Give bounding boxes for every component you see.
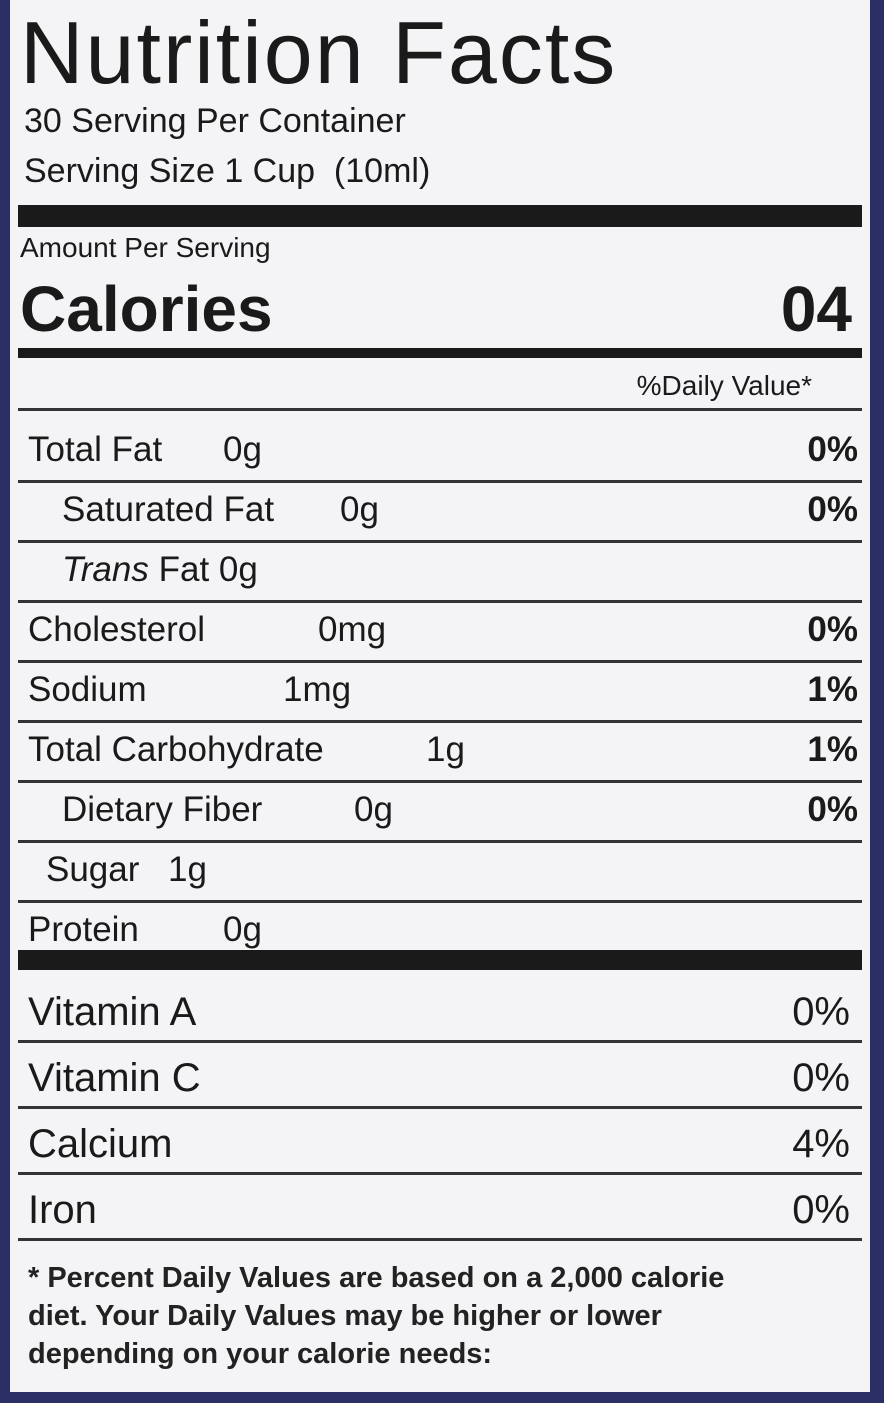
nutrient-dv: 0% xyxy=(807,610,858,649)
nutrient-name: Dietary Fiber xyxy=(62,790,263,829)
vitamin-name: Iron xyxy=(28,1188,97,1232)
nutrient-name: Cholesterol xyxy=(28,610,206,649)
rule xyxy=(18,408,862,411)
vitamin-dv: 0% xyxy=(792,1056,850,1100)
medium-rule xyxy=(18,348,862,358)
vitamin-name: Vitamin A xyxy=(28,990,197,1034)
vitamin-name: Vitamin C xyxy=(28,1056,201,1100)
nutrient-row: Dietary Fiber 0g 0% xyxy=(18,780,862,843)
amount-per-serving: Amount Per Serving xyxy=(20,232,271,263)
nutrient-amount: 0g xyxy=(340,490,379,529)
nutrient-dv: 0% xyxy=(807,790,858,829)
nutrient-row: Total Fat 0g 0% xyxy=(18,420,862,483)
vitamin-dv: 0% xyxy=(792,1188,850,1232)
nutrient-row: Total Carbohydrate 1g 1% xyxy=(18,720,862,783)
nutrient-amount: 1g xyxy=(426,730,465,769)
nutrient-name: Total Carbohydrate xyxy=(28,730,324,769)
vitamin-dv: 4% xyxy=(792,1122,850,1166)
vitamin-row: Calcium 4% xyxy=(18,1108,862,1175)
nutrient-dv: 1% xyxy=(807,730,858,769)
nutrient-row: Trans Fat 0g xyxy=(18,540,862,603)
thick-rule xyxy=(18,950,862,970)
footnote-line: * Percent Daily Values are based on a 2,… xyxy=(28,1262,725,1294)
nutrient-name: Sugar xyxy=(46,850,140,889)
nutrient-name: Total Fat xyxy=(28,430,163,469)
nutrient-amount: 0g xyxy=(354,790,393,829)
vitamin-dv: 0% xyxy=(792,990,850,1034)
nutrient-row: Saturated Fat 0g 0% xyxy=(18,480,862,543)
nutrient-name-rest: Fat xyxy=(158,550,210,589)
thick-rule xyxy=(18,205,862,227)
footnote-line: depending on your calorie needs: xyxy=(28,1338,493,1370)
nutrition-label: Nutrition Facts 30 Serving Per Container… xyxy=(10,0,870,1392)
nutrient-amount: 0mg xyxy=(318,610,387,649)
nutrient-amount: 1g xyxy=(168,850,207,889)
nutrient-amount: 0g xyxy=(218,550,258,589)
nutrient-name: Trans Fat 0g xyxy=(62,550,258,590)
nutrient-dv: 1% xyxy=(807,670,858,709)
vitamin-row: Vitamin C 0% xyxy=(18,1042,862,1109)
title: Nutrition Facts xyxy=(20,3,618,102)
nutrient-dv: 0% xyxy=(807,430,858,469)
calories-label: Calories xyxy=(20,273,273,345)
vitamin-row: Vitamin A 0% xyxy=(18,976,862,1043)
calories-value: 04 xyxy=(780,273,852,345)
nutrient-amount: 0g xyxy=(223,430,262,469)
nutrient-name: Saturated Fat xyxy=(62,490,275,529)
serving-size: Serving Size 1 Cup (10ml) xyxy=(24,152,431,190)
nutrient-row: Protein 0g xyxy=(18,900,862,960)
vitamin-row: Iron 0% xyxy=(18,1174,862,1241)
footnote-line: diet. Your Daily Values may be higher or… xyxy=(28,1300,662,1332)
nutrient-name-italic: Trans xyxy=(62,550,149,589)
nutrient-row: Cholesterol 0mg 0% xyxy=(18,600,862,663)
nutrient-row: Sugar 1g xyxy=(18,840,862,903)
vitamin-name: Calcium xyxy=(28,1122,173,1166)
nutrient-name: Protein xyxy=(28,910,139,949)
nutrient-name: Sodium xyxy=(28,670,147,709)
dv-header: %Daily Value* xyxy=(636,370,812,401)
nutrient-amount: 0g xyxy=(223,910,262,949)
nutrient-row: Sodium 1mg 1% xyxy=(18,660,862,723)
servings: 30 Serving Per Container xyxy=(24,102,406,140)
nutrient-dv: 0% xyxy=(807,490,858,529)
nutrient-amount: 1mg xyxy=(283,670,352,709)
